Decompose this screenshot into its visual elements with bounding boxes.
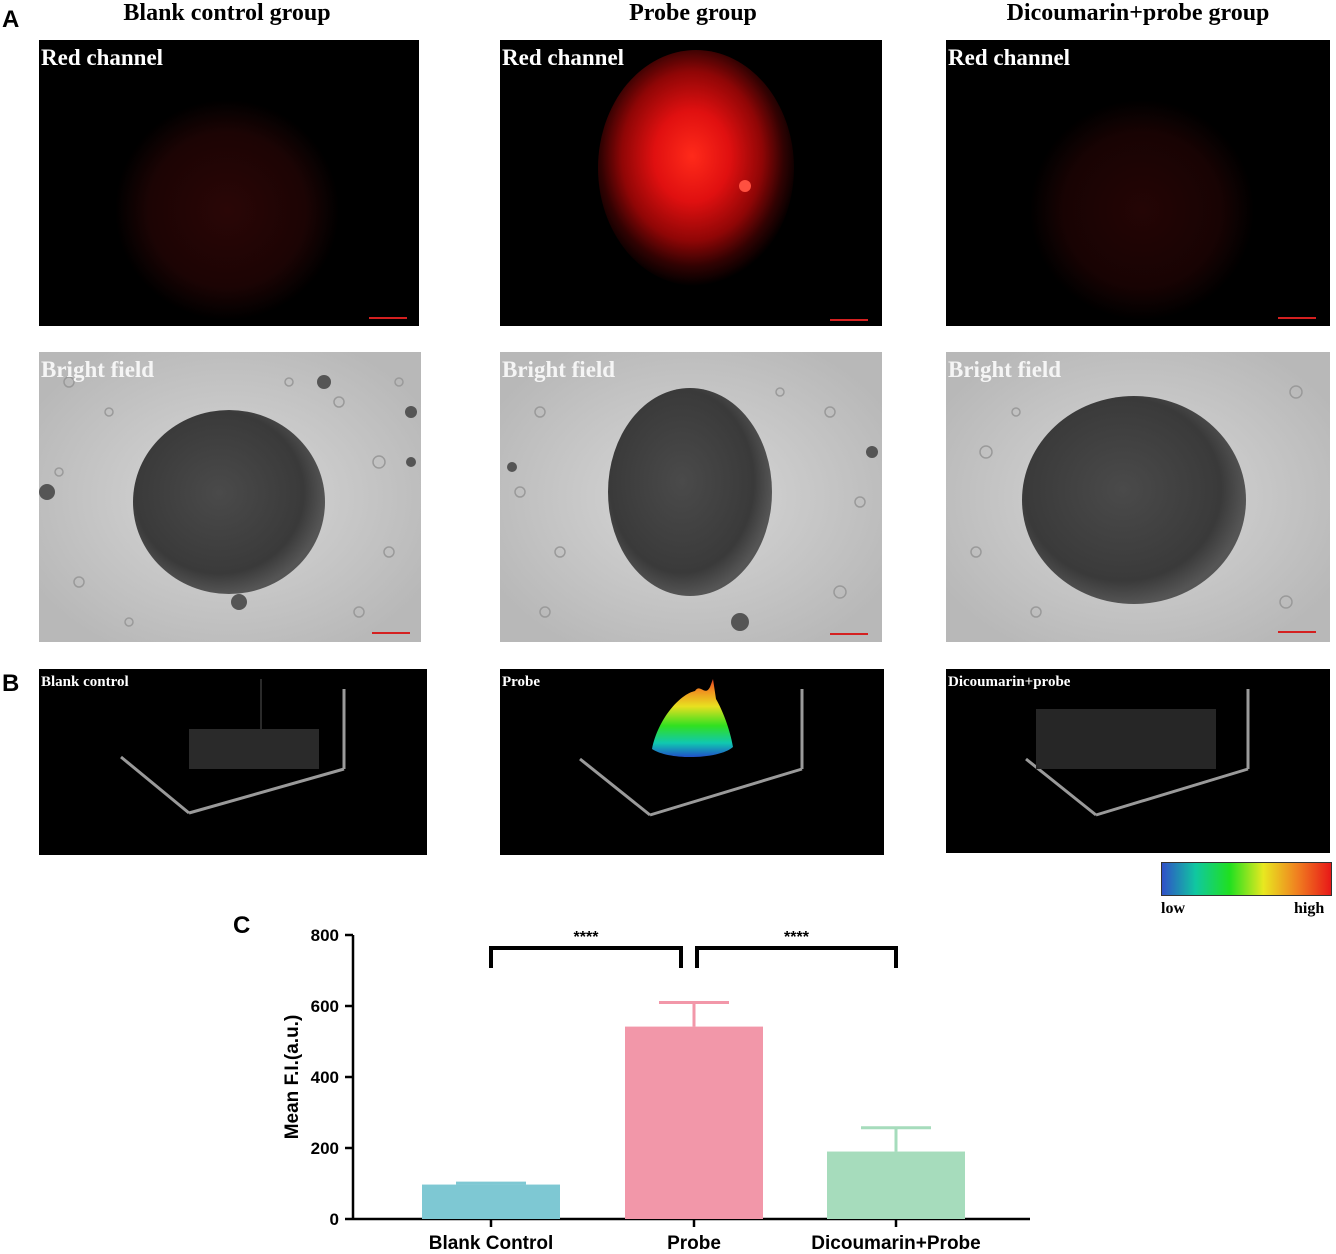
x-tick-label: Blank Control bbox=[429, 1233, 554, 1254]
y-tick-label: 600 bbox=[311, 997, 339, 1016]
y-tick-label: 200 bbox=[311, 1139, 339, 1158]
scale-bar bbox=[372, 632, 410, 634]
bar bbox=[625, 1026, 763, 1219]
red-channel-image-dicoumarin: Red channel bbox=[946, 40, 1330, 326]
group-title-probe: Probe group bbox=[629, 0, 757, 26]
colorbar-low-label: low bbox=[1161, 900, 1185, 917]
red-channel-image-blank: Red channel bbox=[39, 40, 419, 326]
bright-field-label: Bright field bbox=[41, 357, 155, 382]
y-tick-label: 800 bbox=[311, 926, 339, 945]
surface-plot-label: Probe bbox=[502, 674, 541, 690]
bright-field-image-blank: Bright field bbox=[39, 352, 421, 642]
bar-chart: 0 200 400 600 800 **** **** Mean F.I.(a.u.) Bl… bbox=[282, 926, 1030, 1254]
bright-field-label: Bright field bbox=[502, 357, 616, 382]
bar bbox=[422, 1184, 560, 1219]
y-axis-label: Mean F.I.(a.u.) bbox=[282, 1015, 303, 1140]
scale-bar bbox=[830, 633, 868, 635]
scale-bar bbox=[830, 319, 868, 321]
surface-plot-blank: Blank control bbox=[39, 669, 427, 855]
red-channel-label: Red channel bbox=[948, 45, 1071, 70]
significance-label: **** bbox=[784, 929, 810, 946]
x-tick-label: Dicoumarin+Probe bbox=[811, 1233, 980, 1254]
bar bbox=[827, 1151, 965, 1219]
bright-field-image-dicoumarin: Bright field bbox=[946, 352, 1330, 642]
panel-letter-b: B bbox=[2, 670, 20, 697]
y-tick-label: 0 bbox=[330, 1210, 339, 1229]
scale-bar bbox=[369, 317, 407, 319]
group-title-dicoumarin: Dicoumarin+probe group bbox=[1006, 0, 1270, 26]
surface-plot-label: Dicoumarin+probe bbox=[948, 674, 1071, 690]
intensity-colorbar bbox=[1161, 862, 1332, 896]
significance-bracket bbox=[489, 946, 683, 968]
significance-label: **** bbox=[574, 929, 600, 946]
colorbar-high-label: high bbox=[1294, 900, 1325, 917]
surface-plot-label: Blank control bbox=[41, 674, 129, 690]
x-tick-label: Probe bbox=[667, 1233, 721, 1254]
significance-bracket bbox=[695, 946, 898, 968]
surface-plot-dicoumarin: Dicoumarin+probe bbox=[946, 669, 1330, 853]
surface-plot-probe: Probe bbox=[500, 669, 884, 855]
red-channel-label: Red channel bbox=[41, 45, 164, 70]
panel-letter-a: A bbox=[2, 6, 20, 33]
red-channel-label: Red channel bbox=[502, 45, 625, 70]
bright-field-image-probe: Bright field bbox=[500, 352, 882, 642]
bright-field-label: Bright field bbox=[948, 357, 1062, 382]
scale-bar bbox=[1278, 631, 1316, 633]
y-tick-label: 400 bbox=[311, 1068, 339, 1087]
scale-bar bbox=[1278, 317, 1316, 319]
red-channel-image-probe: Red channel bbox=[500, 40, 882, 326]
group-title-blank: Blank control group bbox=[123, 0, 331, 26]
panel-letter-c: C bbox=[233, 912, 251, 939]
